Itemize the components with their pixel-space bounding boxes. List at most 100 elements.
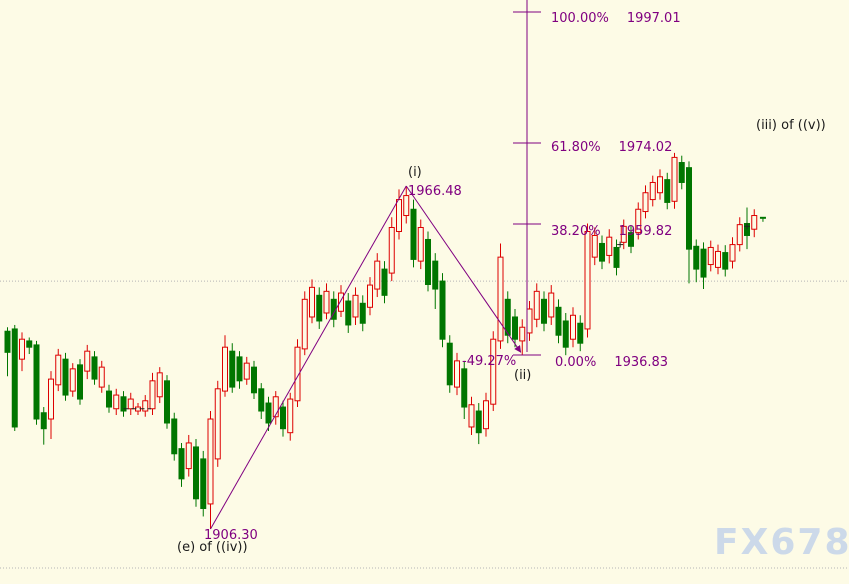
fib-level-label-382: 38.20% 1959.82 — [551, 225, 672, 239]
candle-body — [19, 338, 25, 360]
candle-body — [591, 234, 598, 258]
candle-body — [693, 245, 700, 270]
candle-body — [33, 344, 40, 420]
trendline[interactable] — [405, 185, 522, 353]
candle-body — [410, 208, 417, 260]
candle-body — [251, 366, 257, 394]
candle-body — [55, 354, 62, 386]
candle-body — [113, 394, 120, 410]
candle-body — [635, 208, 642, 234]
candle-body — [214, 388, 221, 460]
wave-label-i: (i) — [408, 165, 422, 180]
candle-body — [678, 162, 685, 183]
candle-body — [193, 446, 199, 500]
candle-body — [359, 302, 366, 324]
candle-body — [396, 199, 402, 232]
fib-price-382: 1959.82 — [618, 224, 673, 239]
trendline[interactable] — [210, 185, 407, 530]
candle-body — [323, 290, 330, 314]
watermark-logo: FX678 — [714, 522, 849, 563]
candle-body — [657, 176, 663, 194]
candle-body — [149, 380, 156, 410]
candle-body — [388, 226, 395, 274]
candle-body — [77, 364, 83, 400]
candle-body — [338, 292, 344, 312]
candle-body — [700, 248, 707, 278]
candle-body — [548, 292, 555, 318]
candle-body — [11, 328, 18, 428]
candle-body — [417, 226, 424, 262]
candle-body — [483, 400, 489, 430]
candle-body — [200, 458, 207, 509]
candle-body — [613, 246, 620, 268]
candle-body — [439, 280, 446, 340]
candle-body — [562, 320, 569, 348]
candle-body — [729, 244, 736, 262]
fib-level-label-0: 0.00% 1936.83 — [555, 356, 668, 370]
candle-body — [127, 398, 134, 410]
candle-body — [715, 250, 721, 268]
candle-body — [497, 256, 504, 342]
retracement-label: -49.27% — [462, 354, 517, 369]
candle-body — [301, 298, 308, 350]
candle-body — [584, 230, 591, 330]
fib-price-100: 1997.01 — [626, 11, 681, 26]
candle-body — [4, 330, 11, 353]
candle-body — [606, 236, 613, 256]
candle-body — [280, 406, 286, 430]
candle-body — [526, 308, 533, 334]
candle-body — [374, 260, 381, 290]
candle-body — [570, 314, 576, 340]
candle-body — [628, 232, 634, 247]
candle-body — [178, 448, 185, 480]
candle-body — [142, 400, 149, 412]
candle-body — [48, 378, 54, 420]
candle-body — [403, 195, 410, 217]
candle-body — [736, 224, 743, 246]
candle-body — [649, 181, 656, 201]
candle-body — [367, 284, 373, 308]
candle-body — [686, 167, 692, 250]
candle-body — [222, 346, 228, 392]
candle-body — [91, 356, 98, 380]
candle-body — [106, 390, 112, 408]
fib-price-618: 1974.02 — [618, 140, 673, 155]
wave-label-e-of-iv: (e) of ((iv)) — [177, 540, 248, 555]
candle-body — [454, 360, 460, 388]
candle-body — [722, 252, 729, 270]
low-price-label: 1906.30 — [204, 528, 258, 543]
candle-body — [751, 215, 758, 230]
candle-body — [26, 340, 33, 348]
candle-body — [345, 300, 352, 326]
fib-pct-618: 61.80% — [551, 140, 601, 155]
candle-body — [207, 418, 214, 505]
fib-level-label-618: 61.80% 1974.02 — [551, 141, 672, 155]
candle-body — [381, 268, 388, 296]
candle-body — [164, 380, 170, 424]
candle-body — [316, 294, 323, 322]
candle-body — [258, 388, 265, 412]
candle-body — [461, 368, 468, 408]
candle-body — [475, 410, 482, 434]
candle-body — [620, 225, 627, 243]
candle-body — [84, 350, 91, 372]
candle-body — [352, 294, 359, 318]
candle-body — [425, 238, 431, 285]
wave-label-ii: (ii) — [514, 368, 532, 383]
candle-body — [40, 412, 47, 430]
candle-body — [490, 338, 497, 405]
candle-body — [432, 260, 439, 290]
candle-body — [707, 246, 714, 266]
candle-body — [185, 442, 192, 470]
candle-body — [171, 418, 178, 455]
candle-body — [577, 322, 584, 344]
candle-body — [468, 404, 475, 428]
candle-body — [243, 362, 250, 380]
candle-body — [272, 396, 279, 418]
candle-body — [512, 316, 518, 340]
candle-body — [156, 372, 163, 398]
candle-body — [309, 286, 315, 318]
candle-body — [671, 156, 678, 202]
candle-body — [62, 358, 69, 396]
